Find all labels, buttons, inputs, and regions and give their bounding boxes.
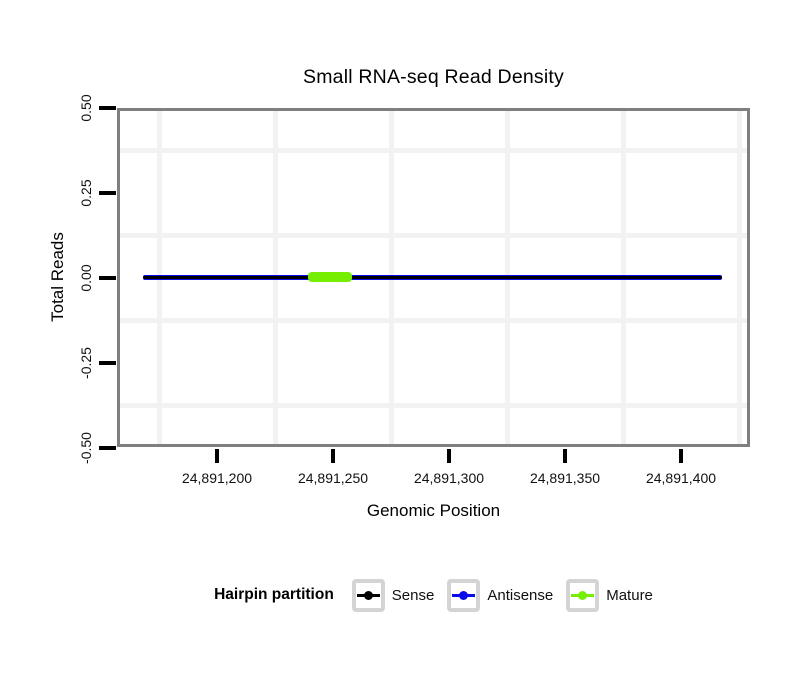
gridline-horizontal bbox=[120, 147, 747, 153]
plot-panel bbox=[117, 108, 750, 447]
x-tick-label: 24,891,200 bbox=[181, 470, 253, 486]
y-tick-mark bbox=[99, 446, 116, 450]
y-tick-mark bbox=[99, 361, 116, 365]
y-tick-label: 0.25 bbox=[78, 179, 94, 207]
gridline-horizontal bbox=[120, 402, 747, 408]
x-tick-mark bbox=[447, 449, 451, 463]
legend-key-box bbox=[447, 578, 481, 612]
legend-label-mature: Mature bbox=[606, 586, 653, 604]
legend: Hairpin partition Sense Antisense bbox=[117, 577, 750, 613]
x-tick-mark bbox=[215, 449, 219, 463]
legend-label-sense: Sense bbox=[391, 586, 435, 604]
key-dot bbox=[578, 590, 588, 600]
x-tick-mark bbox=[331, 449, 335, 463]
x-tick-label: 24,891,300 bbox=[413, 470, 485, 486]
y-tick-label: 0.00 bbox=[78, 264, 94, 292]
pointrange-glyph-icon bbox=[356, 584, 380, 607]
x-axis-title: Genomic Position bbox=[366, 501, 501, 520]
legend-key-box bbox=[351, 578, 385, 612]
key-dot bbox=[363, 590, 373, 600]
pointrange-glyph-icon bbox=[571, 584, 595, 607]
x-tick-label: 24,891,350 bbox=[529, 470, 601, 486]
x-tick-label: 24,891,250 bbox=[297, 470, 369, 486]
y-tick-mark bbox=[99, 106, 116, 110]
y-tick-label: -0.25 bbox=[78, 347, 94, 379]
legend-label-antisense: Antisense bbox=[487, 586, 554, 604]
y-axis-title: Total Reads bbox=[48, 232, 67, 322]
mature-mirna-segment bbox=[308, 272, 352, 282]
key-dot bbox=[459, 590, 469, 600]
chart-title: Small RNA-seq Read Density bbox=[303, 66, 564, 88]
x-tick-label: 24,891,400 bbox=[645, 470, 717, 486]
y-tick-mark bbox=[99, 276, 116, 280]
sense-read-density-line bbox=[143, 275, 722, 279]
gridline-horizontal bbox=[120, 317, 747, 323]
legend-item-mature: Mature bbox=[566, 578, 653, 612]
y-tick-mark bbox=[99, 191, 116, 195]
legend-key-box bbox=[566, 578, 600, 612]
gridline-horizontal bbox=[120, 232, 747, 238]
legend-item-sense: Sense bbox=[351, 578, 435, 612]
y-tick-label: 0.50 bbox=[78, 94, 94, 122]
x-tick-mark bbox=[679, 449, 683, 463]
gridline-vertical bbox=[736, 111, 742, 444]
x-tick-mark bbox=[563, 449, 567, 463]
legend-title: Hairpin partition bbox=[214, 586, 334, 603]
legend-item-antisense: Antisense bbox=[447, 578, 554, 612]
pointrange-glyph-icon bbox=[452, 584, 476, 607]
y-tick-label: -0.50 bbox=[78, 432, 94, 464]
